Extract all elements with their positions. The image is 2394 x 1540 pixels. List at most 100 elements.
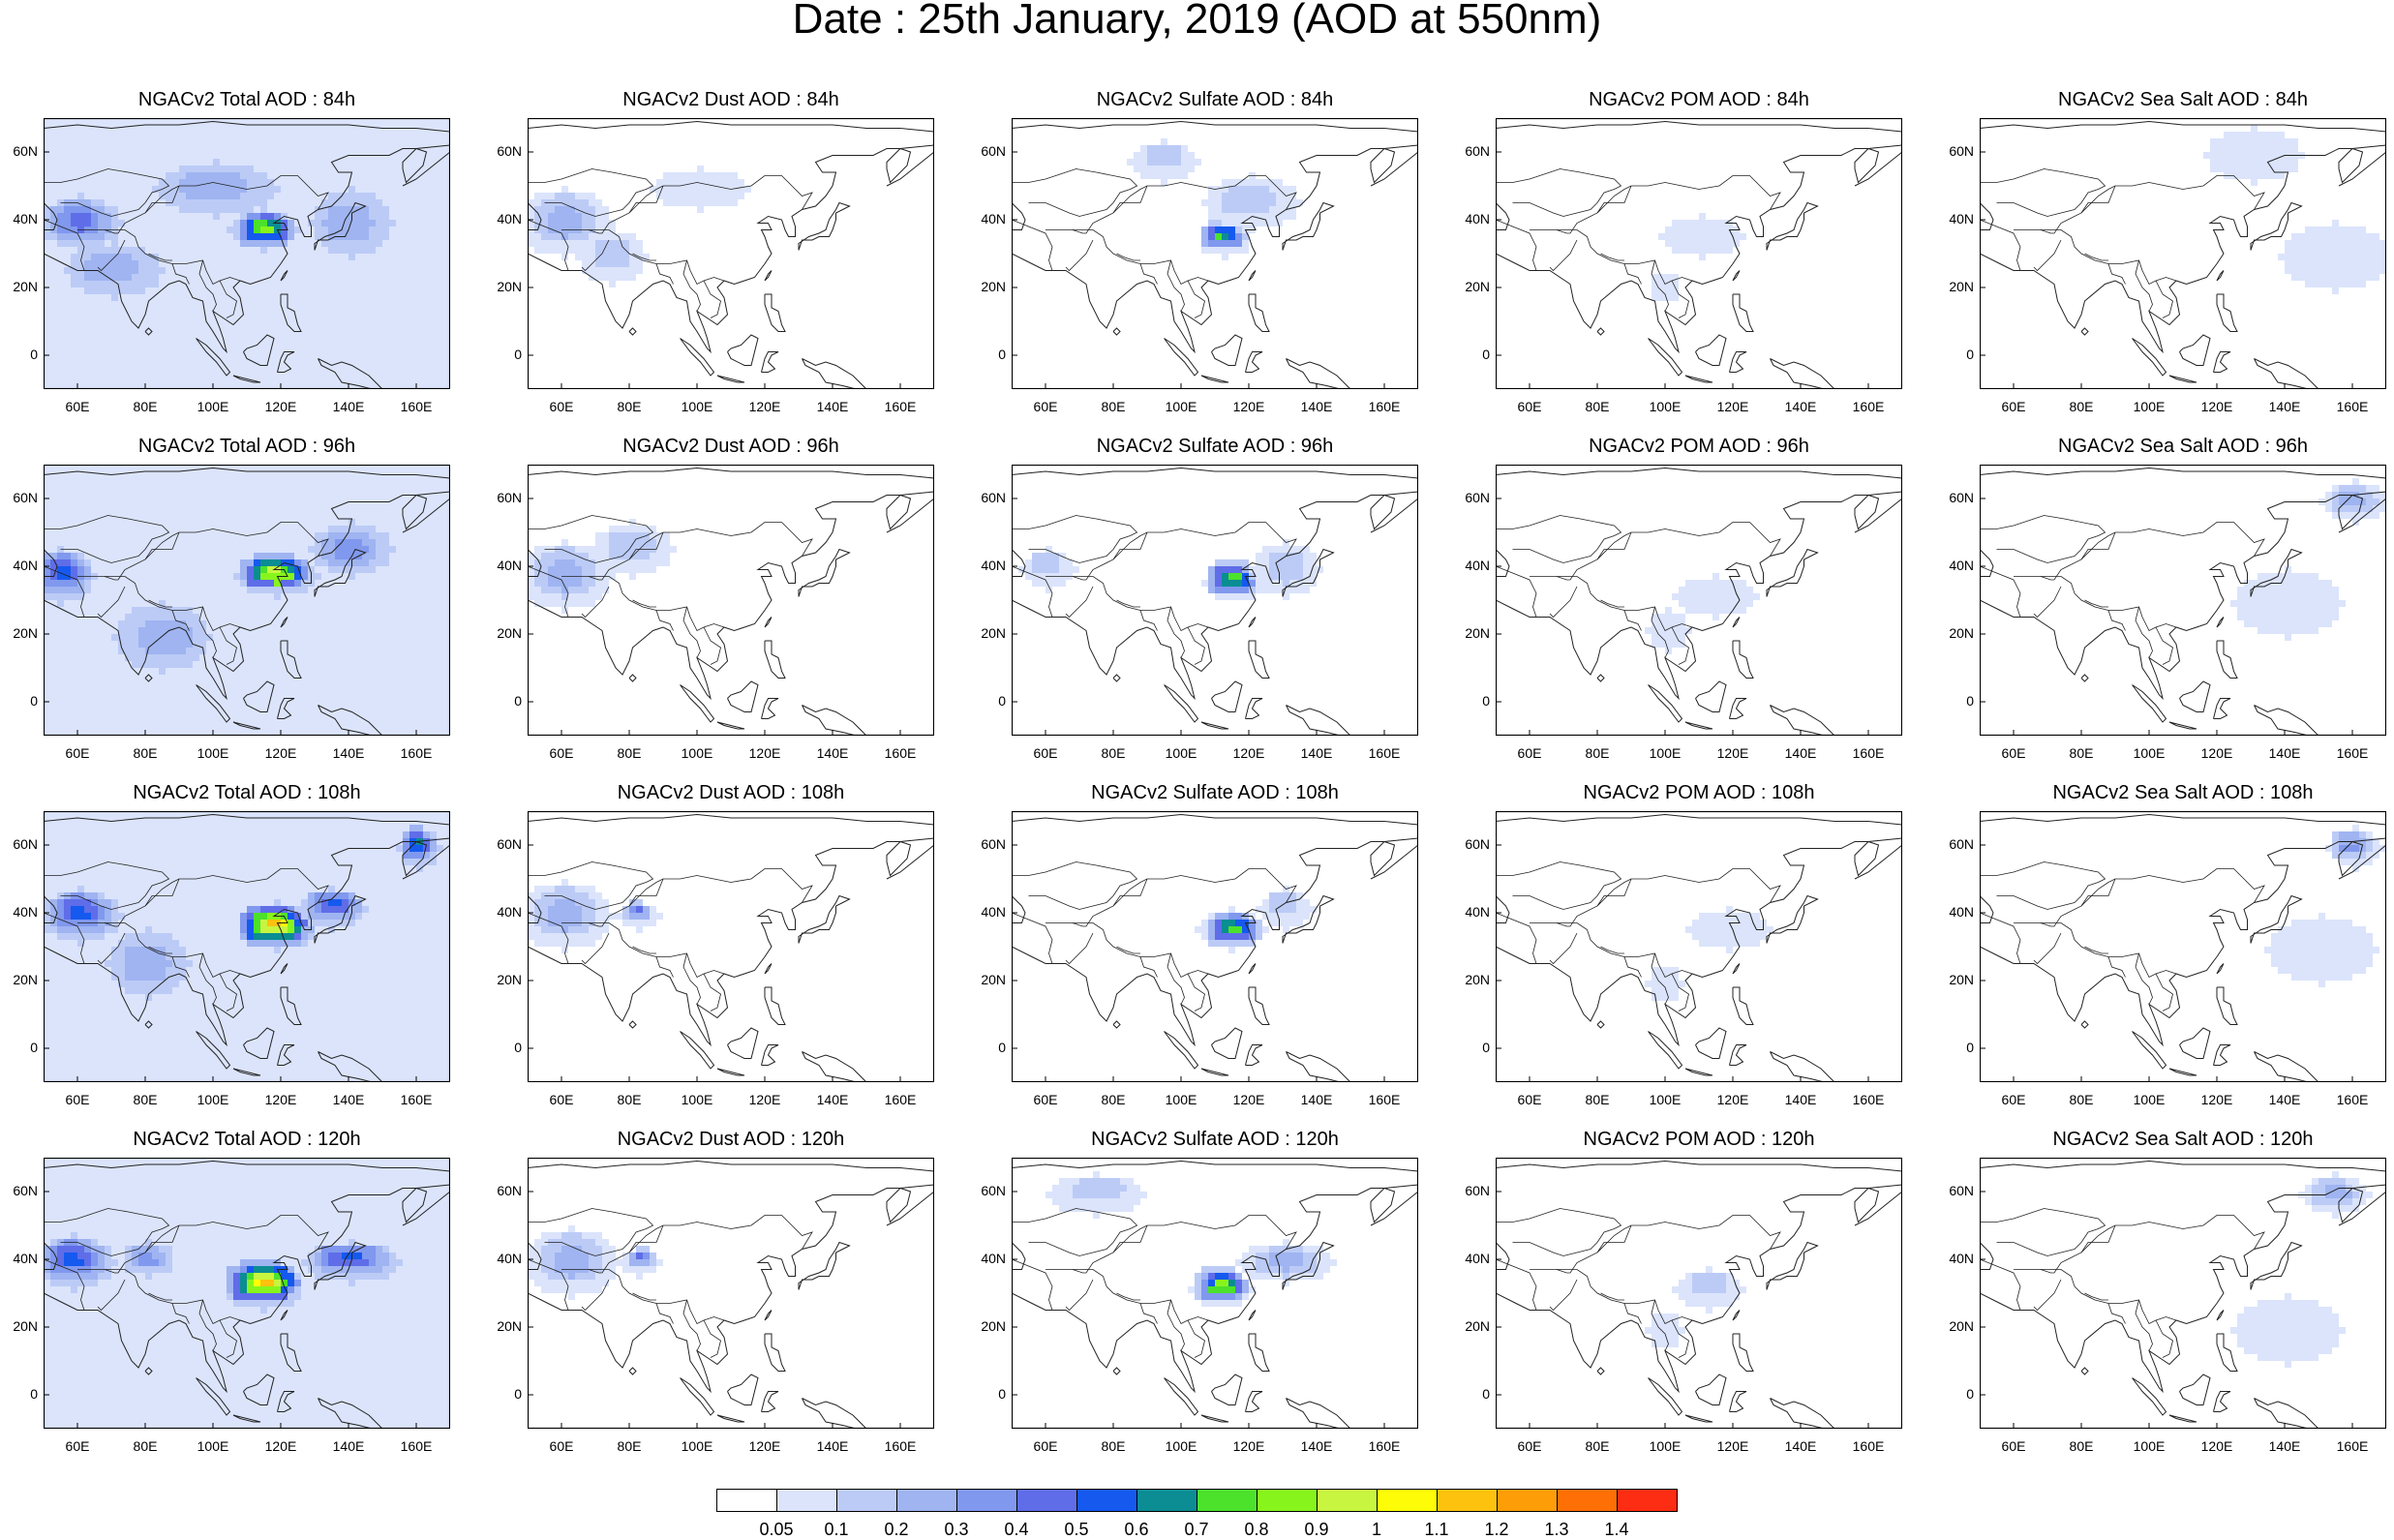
lat-tick-label: 40N <box>1 904 38 920</box>
lat-tick-label: 0 <box>1453 1386 1490 1402</box>
lon-tick-label: 160E <box>2333 399 2372 414</box>
lat-tick-label: 40N <box>1 211 38 226</box>
colorbar-swatch <box>1136 1489 1197 1512</box>
lat-tick-label: 60N <box>1937 143 1974 159</box>
lon-tick-label: 80E <box>610 399 649 414</box>
lon-tick-label: 120E <box>1229 745 1268 761</box>
lon-tick-label: 160E <box>881 745 920 761</box>
lat-tick-label: 40N <box>1937 211 1974 226</box>
lat-tick-label: 40N <box>1453 211 1490 226</box>
lon-tick-label: 100E <box>1646 1438 1684 1454</box>
lat-tick-label: 0 <box>1453 693 1490 709</box>
lat-tick-label: 60N <box>1 836 38 852</box>
lat-tick-label: 60N <box>485 836 522 852</box>
lon-tick-label: 80E <box>1094 745 1133 761</box>
lat-tick-label: 60N <box>1453 836 1490 852</box>
colorbar-swatch <box>776 1489 837 1512</box>
colorbar-swatch <box>1257 1489 1318 1512</box>
aod-colorbar <box>716 1489 1677 1514</box>
lon-tick-label: 80E <box>1578 1438 1617 1454</box>
lon-tick-label: 80E <box>1578 399 1617 414</box>
panel-title: NGACv2 Sea Salt AOD : 96h <box>1980 436 2386 458</box>
panel-title: NGACv2 Total AOD : 120h <box>44 1129 450 1151</box>
lon-tick-label: 140E <box>813 1092 852 1107</box>
panel-title: NGACv2 POM AOD : 96h <box>1496 436 1902 458</box>
lat-tick-label: 0 <box>1937 693 1974 709</box>
aod-field-map <box>528 1158 934 1429</box>
lat-tick-label: 0 <box>485 347 522 362</box>
lon-tick-label: 100E <box>2130 1092 2168 1107</box>
lon-tick-label: 160E <box>397 399 436 414</box>
lon-tick-label: 60E <box>1026 399 1065 414</box>
lon-tick-label: 140E <box>1781 1092 1820 1107</box>
aod-blob <box>227 1259 301 1314</box>
colorbar-swatch <box>1016 1489 1077 1512</box>
lat-tick-label: 20N <box>1937 1318 1974 1334</box>
lat-tick-label: 0 <box>1937 1040 1974 1055</box>
lon-tick-label: 60E <box>1994 399 2033 414</box>
lat-tick-label: 20N <box>1 625 38 641</box>
lon-tick-label: 140E <box>2265 1092 2304 1107</box>
lat-tick-label: 40N <box>485 211 522 226</box>
lon-tick-label: 100E <box>194 1092 232 1107</box>
lon-tick-label: 100E <box>678 1092 716 1107</box>
panel-title: NGACv2 Sea Salt AOD : 108h <box>1980 782 2386 804</box>
lon-tick-label: 140E <box>813 1438 852 1454</box>
lon-tick-label: 160E <box>397 745 436 761</box>
panel-title: NGACv2 POM AOD : 108h <box>1496 782 1902 804</box>
lon-tick-label: 80E <box>126 1438 165 1454</box>
colorbar-swatch <box>1317 1489 1378 1512</box>
aod-field-map <box>1496 1158 1902 1429</box>
lat-tick-label: 40N <box>1453 904 1490 920</box>
lon-tick-label: 160E <box>397 1438 436 1454</box>
lon-tick-label: 60E <box>1026 745 1065 761</box>
lon-tick-label: 160E <box>881 1438 920 1454</box>
lat-tick-label: 20N <box>1 1318 38 1334</box>
lat-tick-label: 0 <box>1937 347 1974 362</box>
lon-tick-label: 80E <box>1578 745 1617 761</box>
lat-tick-label: 60N <box>485 1183 522 1198</box>
lat-tick-label: 60N <box>1937 1183 1974 1198</box>
aod-field-map <box>1012 811 1418 1082</box>
lon-tick-label: 80E <box>610 745 649 761</box>
aod-field-map <box>1496 118 1902 389</box>
lon-tick-label: 60E <box>58 1092 97 1107</box>
lon-tick-label: 160E <box>881 1092 920 1107</box>
lon-tick-label: 60E <box>58 1438 97 1454</box>
lon-tick-label: 160E <box>1365 745 1404 761</box>
lon-tick-label: 60E <box>542 1438 581 1454</box>
lon-tick-label: 140E <box>329 745 368 761</box>
aod-field-map <box>44 811 450 1082</box>
panel-title: NGACv2 POM AOD : 120h <box>1496 1129 1902 1151</box>
aod-field-map <box>1012 465 1418 736</box>
lat-tick-label: 0 <box>485 1386 522 1402</box>
lon-tick-label: 160E <box>1365 1092 1404 1107</box>
lon-tick-label: 160E <box>2333 1438 2372 1454</box>
aod-blob <box>650 166 751 213</box>
colorbar-swatch <box>1197 1489 1258 1512</box>
lon-tick-label: 80E <box>1578 1092 1617 1107</box>
lat-tick-label: 20N <box>969 279 1006 294</box>
lat-tick-label: 40N <box>969 904 1006 920</box>
panel-title: NGACv2 Sulfate AOD : 120h <box>1012 1129 1418 1151</box>
aod-field-map <box>528 118 934 389</box>
lon-tick-label: 80E <box>1094 1438 1133 1454</box>
lon-tick-label: 60E <box>1026 1092 1065 1107</box>
lon-tick-label: 160E <box>1849 1438 1888 1454</box>
lon-tick-label: 120E <box>1713 399 1752 414</box>
lon-tick-label: 140E <box>1297 399 1336 414</box>
lat-tick-label: 20N <box>1 972 38 987</box>
aod-blob <box>1645 607 1692 654</box>
lon-tick-label: 120E <box>261 399 300 414</box>
lon-tick-label: 60E <box>1994 1092 2033 1107</box>
lat-tick-label: 0 <box>1453 347 1490 362</box>
lon-tick-label: 100E <box>1646 745 1684 761</box>
lon-tick-label: 100E <box>2130 399 2168 414</box>
lat-tick-label: 0 <box>1 1386 38 1402</box>
lon-tick-label: 160E <box>1365 1438 1404 1454</box>
lat-tick-label: 20N <box>1453 972 1490 987</box>
lon-tick-label: 120E <box>1229 399 1268 414</box>
lon-tick-label: 120E <box>745 1092 784 1107</box>
lon-tick-label: 140E <box>2265 745 2304 761</box>
lon-tick-label: 140E <box>1297 745 1336 761</box>
